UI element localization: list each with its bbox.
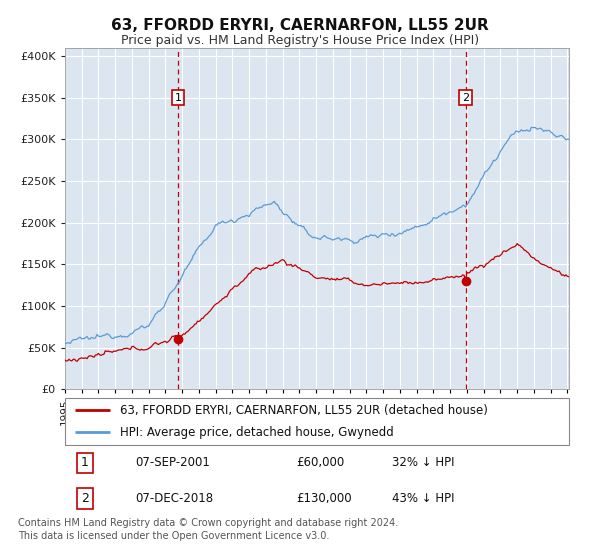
Text: £130,000: £130,000 [296,492,352,505]
Text: 1: 1 [175,92,181,102]
Bar [568,48,577,389]
Text: Price paid vs. HM Land Registry's House Price Index (HPI): Price paid vs. HM Land Registry's House … [121,34,479,46]
Text: Contains HM Land Registry data © Crown copyright and database right 2024.
This d: Contains HM Land Registry data © Crown c… [18,518,398,541]
Text: 32% ↓ HPI: 32% ↓ HPI [392,456,455,469]
Text: 07-DEC-2018: 07-DEC-2018 [136,492,214,505]
Text: HPI: Average price, detached house, Gwynedd: HPI: Average price, detached house, Gwyn… [120,426,394,439]
Text: 43% ↓ HPI: 43% ↓ HPI [392,492,455,505]
Text: 1: 1 [81,456,89,469]
Text: 2: 2 [81,492,89,505]
Text: £60,000: £60,000 [296,456,345,469]
Text: 63, FFORDD ERYRI, CAERNARFON, LL55 2UR: 63, FFORDD ERYRI, CAERNARFON, LL55 2UR [111,18,489,33]
FancyBboxPatch shape [65,398,569,445]
Text: 63, FFORDD ERYRI, CAERNARFON, LL55 2UR (detached house): 63, FFORDD ERYRI, CAERNARFON, LL55 2UR (… [120,404,488,417]
Text: 2: 2 [462,92,469,102]
Text: 07-SEP-2001: 07-SEP-2001 [136,456,210,469]
